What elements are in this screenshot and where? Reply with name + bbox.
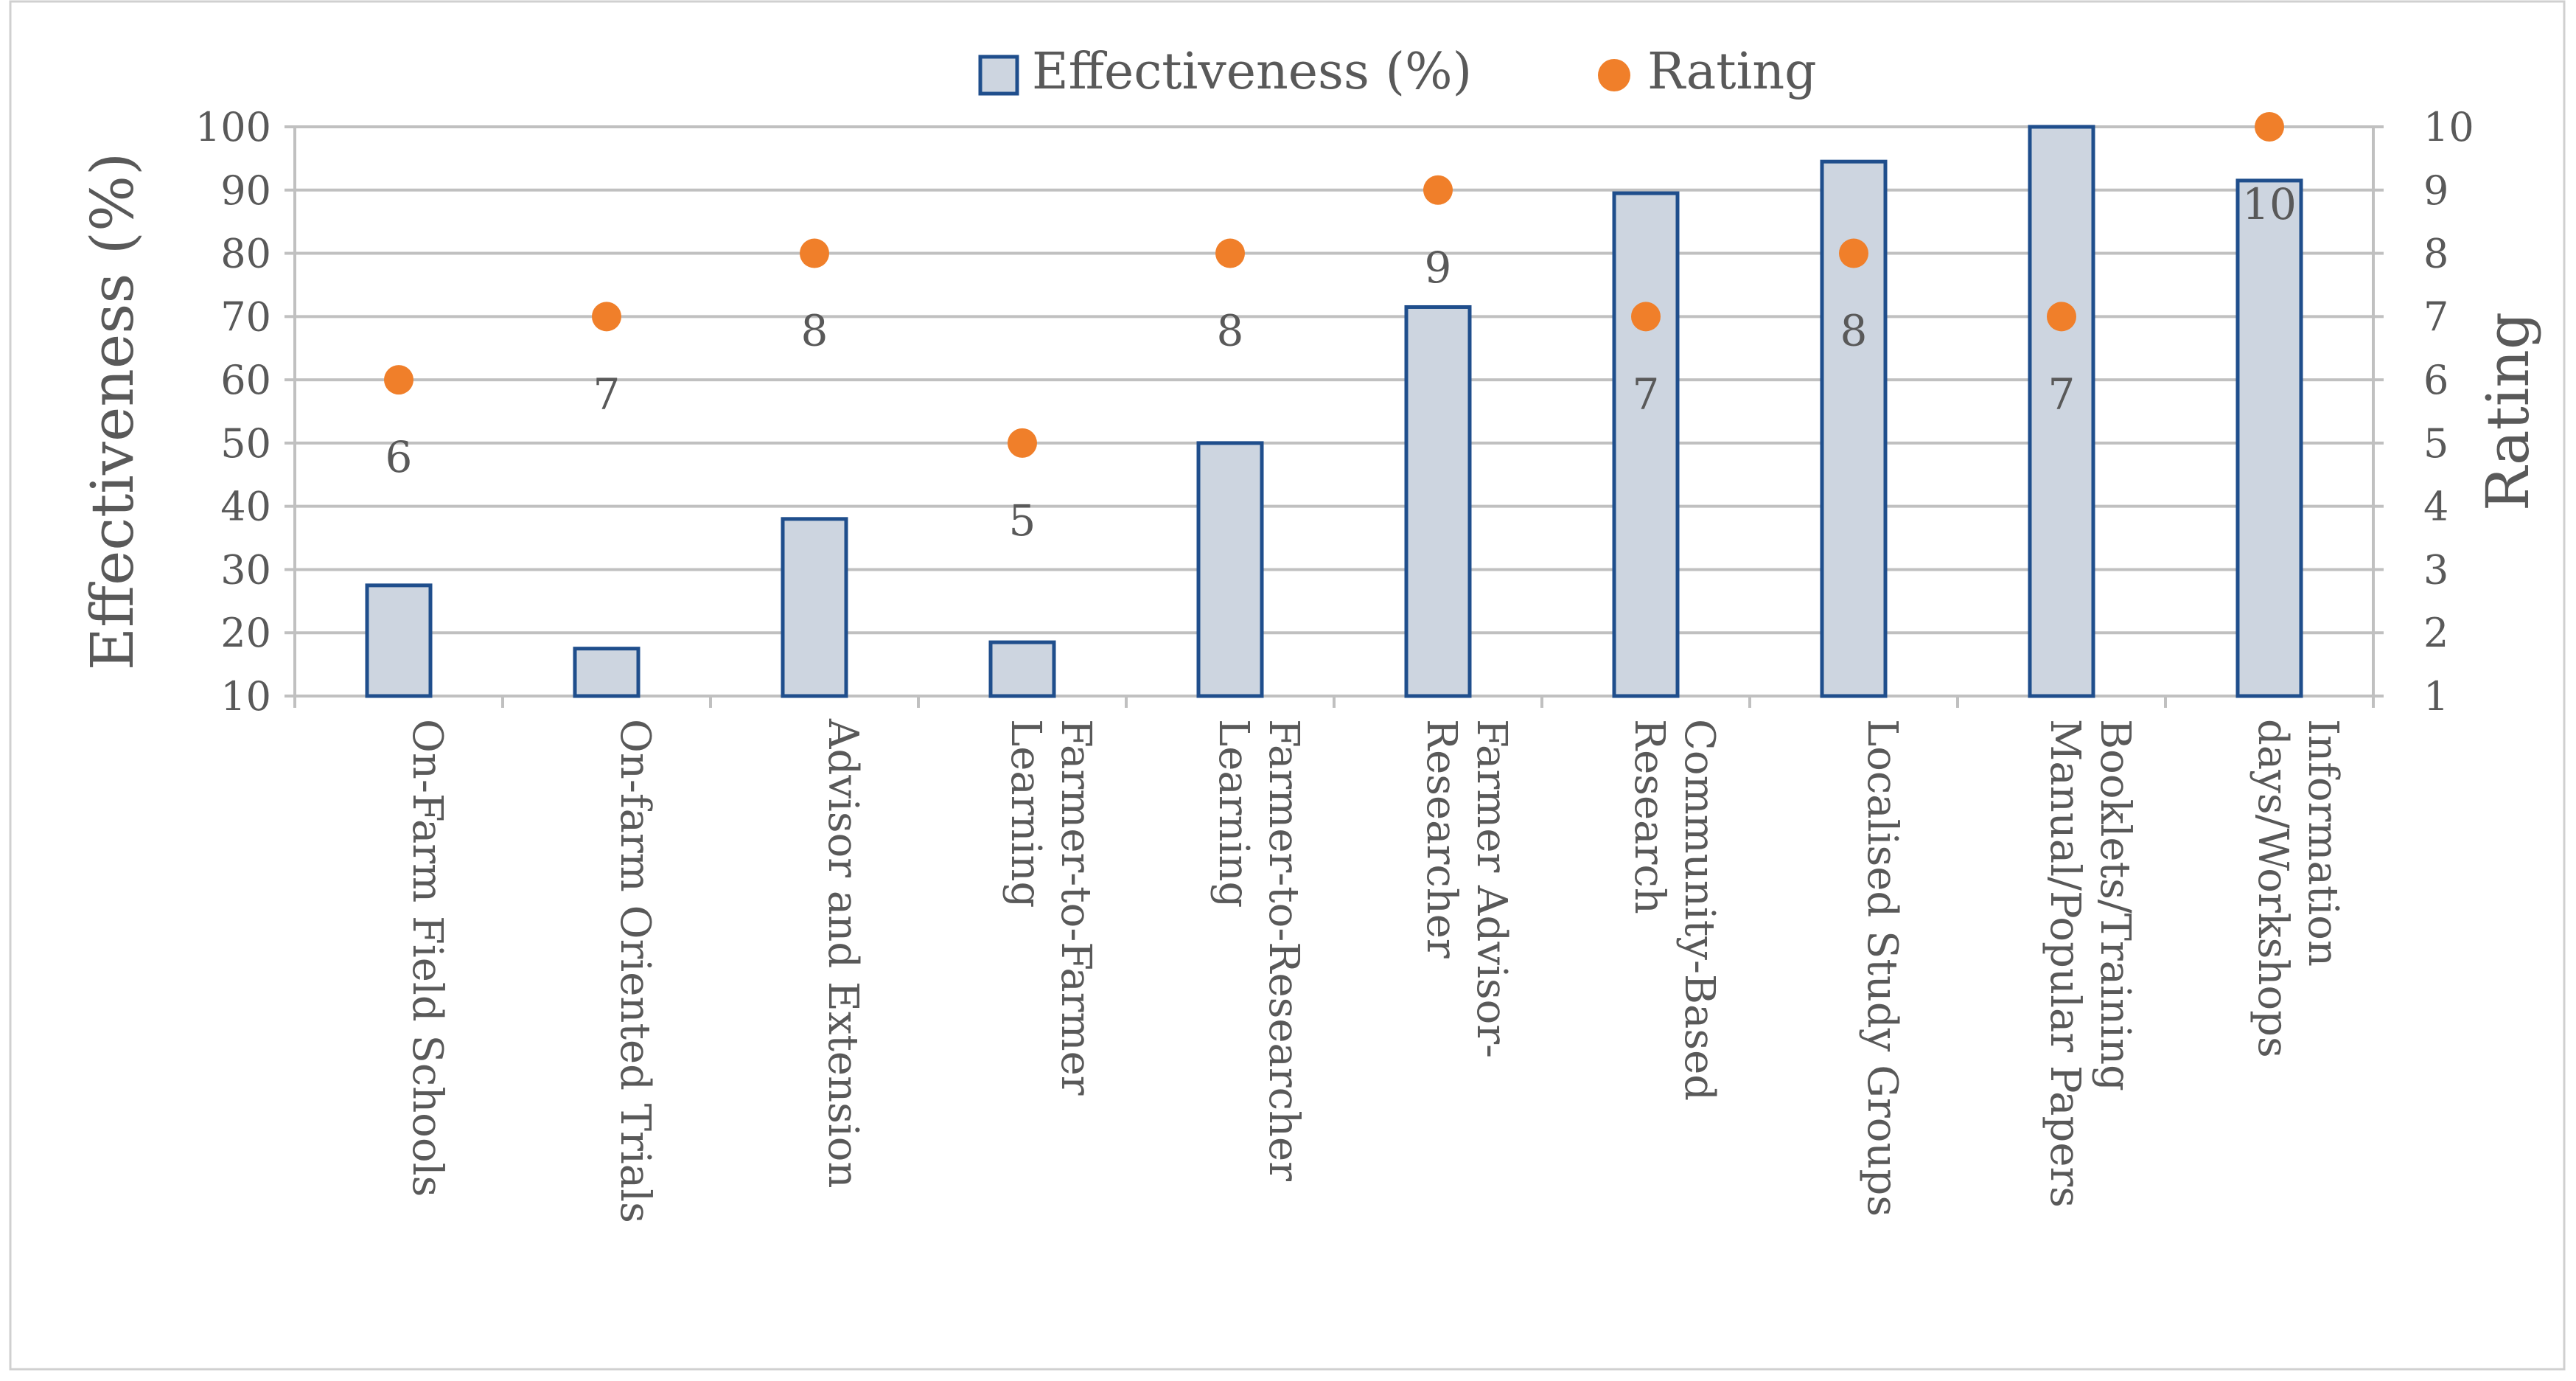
y2-tick-label: 9 [2423, 167, 2448, 214]
legend: Effectiveness (%) Rating [978, 43, 1817, 101]
rating-marker [384, 365, 413, 395]
x-category-label-line: days/Workshops [2249, 719, 2297, 1058]
rating-marker [1839, 238, 1868, 268]
x-category-label-line: Learning [1210, 719, 1257, 908]
x-category-label: Booklets/TrainingManual/Popular Papers [2041, 719, 2139, 1208]
x-category-label: Community-BasedResearch [1625, 719, 1723, 1101]
x-category-label-line: Community-Based [1675, 719, 1723, 1101]
x-category-label: On-Farm Field Schools [403, 719, 451, 1197]
x-category-label: Farmer Advisor-Researcher [1417, 719, 1515, 1058]
bar-effectiveness [573, 647, 640, 698]
x-category-label: On-farm Oriented Trials [611, 719, 659, 1223]
bar-effectiveness [2028, 125, 2095, 698]
legend-label-effectiveness: Effectiveness (%) [1032, 43, 1472, 101]
bar-effectiveness [1404, 305, 1472, 698]
rating-data-label: 7 [2048, 369, 2076, 419]
y-axis-title: Effectiveness (%) [78, 153, 147, 671]
x-category-label-line: Research [1625, 719, 1673, 914]
rating-marker [1631, 302, 1661, 332]
rating-data-label: 9 [1425, 243, 1452, 293]
legend-marker-rating [1598, 59, 1630, 91]
y2-tick-label: 3 [2423, 546, 2448, 593]
rating-data-label: 8 [1217, 306, 1244, 356]
y2-tick-label: 1 [2423, 673, 2448, 720]
x-category-label-line: Farmer-to-Researcher [1260, 719, 1308, 1181]
y2-tick-label: 7 [2423, 293, 2448, 340]
bar-effectiveness [2235, 178, 2303, 698]
y-tick-label: 10 [220, 673, 271, 720]
rating-data-label: 10 [2242, 179, 2297, 229]
rating-marker [592, 302, 621, 332]
rating-marker [2255, 112, 2284, 142]
bar-effectiveness [365, 583, 433, 698]
x-category-label: Localised Study Groups [1858, 719, 1906, 1217]
rating-data-label: 6 [385, 432, 413, 482]
y-tick-label: 30 [220, 546, 271, 593]
y2-tick-label: 5 [2423, 420, 2448, 467]
x-category-label: Farmer-to-ResearcherLearning [1210, 719, 1308, 1181]
chart-border [9, 0, 2566, 1371]
x-category-label: Farmer-to-FarmerLearning [1002, 719, 1100, 1096]
rating-data-label: 7 [1633, 369, 1660, 419]
bar-effectiveness [1196, 441, 1264, 698]
y2-tick-label: 6 [2423, 357, 2448, 403]
y2-tick-label: 2 [2423, 610, 2448, 656]
x-category-label-line: Manual/Popular Papers [2041, 719, 2089, 1208]
rating-marker [800, 238, 829, 268]
rating-data-label: 8 [1840, 306, 1868, 356]
rating-data-label: 7 [593, 369, 621, 419]
x-category-label: Advisor and Extension [819, 718, 867, 1189]
y-tick-label: 70 [220, 293, 271, 340]
rating-marker [1008, 428, 1037, 458]
x-category-label-line: Researcher [1417, 719, 1465, 959]
legend-label-rating: Rating [1647, 43, 1817, 101]
x-category-label-line: Booklets/Training [2091, 719, 2139, 1091]
x-category-label-line: Information [2299, 719, 2347, 967]
y2-tick-label: 4 [2423, 484, 2448, 530]
y-tick-label: 100 [195, 104, 271, 150]
x-category-label-line: On-Farm Field Schools [403, 719, 451, 1197]
rating-data-label: 8 [801, 306, 828, 356]
bar-effectiveness [988, 640, 1056, 698]
y-tick-label: 60 [220, 357, 271, 403]
x-category-label-line: On-farm Oriented Trials [611, 719, 659, 1223]
y2-axis-title: Rating [2474, 312, 2542, 511]
bar-effectiveness [781, 517, 848, 698]
y-tick-label: 90 [220, 167, 271, 214]
y-tick-label: 80 [220, 231, 271, 277]
x-category-label-line: Learning [1002, 719, 1050, 908]
x-category-label: Informationdays/Workshops [2249, 719, 2347, 1058]
y2-tick-label: 8 [2423, 231, 2448, 277]
y-tick-label: 40 [220, 484, 271, 530]
x-category-label-line: Localised Study Groups [1858, 719, 1906, 1217]
bar-effectiveness [1612, 191, 1680, 698]
rating-marker [2047, 302, 2076, 332]
rating-marker [1423, 175, 1453, 205]
x-category-label-line: Farmer Advisor- [1467, 719, 1515, 1058]
y-tick-label: 50 [220, 420, 271, 467]
x-category-label-line: Farmer-to-Farmer [1052, 719, 1100, 1096]
rating-data-label: 5 [1009, 495, 1036, 546]
x-category-label-line: Advisor and Extension [819, 718, 867, 1189]
y-tick-label: 20 [220, 610, 271, 656]
legend-swatch-effectiveness [978, 55, 1019, 96]
rating-marker [1215, 238, 1245, 268]
y2-tick-label: 10 [2423, 104, 2474, 150]
